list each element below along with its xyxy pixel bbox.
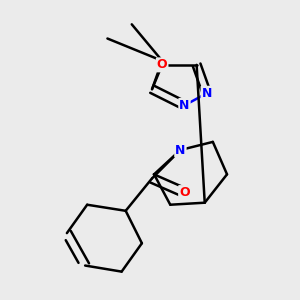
Text: N: N xyxy=(202,87,212,100)
Text: O: O xyxy=(157,58,167,71)
Text: O: O xyxy=(179,186,190,199)
Text: N: N xyxy=(179,99,190,112)
Text: N: N xyxy=(175,143,186,157)
